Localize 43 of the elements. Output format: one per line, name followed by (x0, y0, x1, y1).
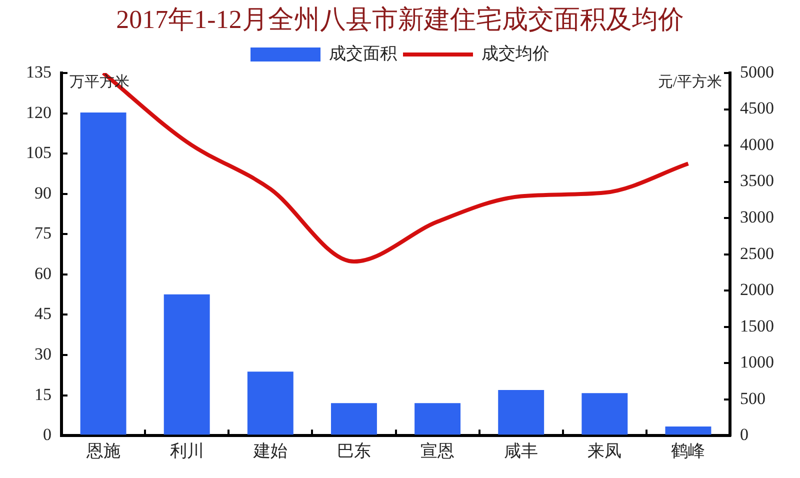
bar (247, 372, 294, 435)
bar (582, 393, 628, 435)
y2-tick-label: 3000 (740, 208, 774, 227)
y-tick-label: 90 (34, 183, 52, 202)
y-axis-title: 万平方米 (70, 73, 130, 90)
y2-tick-label: 1000 (740, 352, 774, 372)
x-tick-label: 来凤 (588, 441, 622, 460)
y-tick-label: 75 (34, 224, 52, 243)
bar (80, 112, 126, 435)
y2-tick-label: 5000 (740, 62, 774, 82)
x-tick-label: 宣恩 (420, 441, 455, 460)
y-tick-label: 15 (34, 384, 52, 404)
y-tick-label: 135 (26, 62, 52, 82)
bar (330, 403, 377, 435)
y-tick-label: 120 (26, 102, 52, 122)
y2-tick-label: 0 (740, 425, 748, 444)
y2-axis-title: 元/平方米 (658, 73, 722, 90)
legend-label: 成交面积 (329, 44, 397, 63)
bar (164, 294, 210, 435)
legend-label: 成交均价 (482, 44, 550, 63)
x-tick-label: 鹤峰 (671, 441, 706, 460)
bar (665, 426, 712, 435)
x-tick-label: 咸丰 (504, 441, 538, 460)
y-tick-label: 60 (34, 264, 52, 283)
y-tick-label: 0 (43, 425, 52, 444)
y-tick-label: 105 (26, 143, 52, 162)
x-tick-label: 巴东 (336, 441, 371, 460)
x-tick-label: 建始 (252, 441, 288, 460)
line-series (101, 73, 690, 264)
y2-tick-label: 2500 (740, 244, 774, 263)
y-tick-label: 45 (34, 304, 52, 324)
y-tick-label: 30 (34, 344, 52, 364)
bar (414, 403, 461, 435)
x-tick-label: 恩施 (85, 441, 120, 460)
y2-tick-label: 4000 (740, 134, 774, 154)
y2-tick-label: 4500 (740, 98, 774, 118)
chart-title: 2017年1-12月全州八县市新建住宅成交面积及均价 (115, 4, 685, 36)
y2-tick-label: 1500 (740, 316, 774, 336)
bar (498, 390, 544, 435)
y2-tick-label: 500 (740, 388, 766, 408)
y2-tick-label: 3500 (740, 171, 774, 190)
x-tick-label: 利川 (170, 441, 204, 460)
y2-tick-label: 2000 (740, 280, 774, 300)
